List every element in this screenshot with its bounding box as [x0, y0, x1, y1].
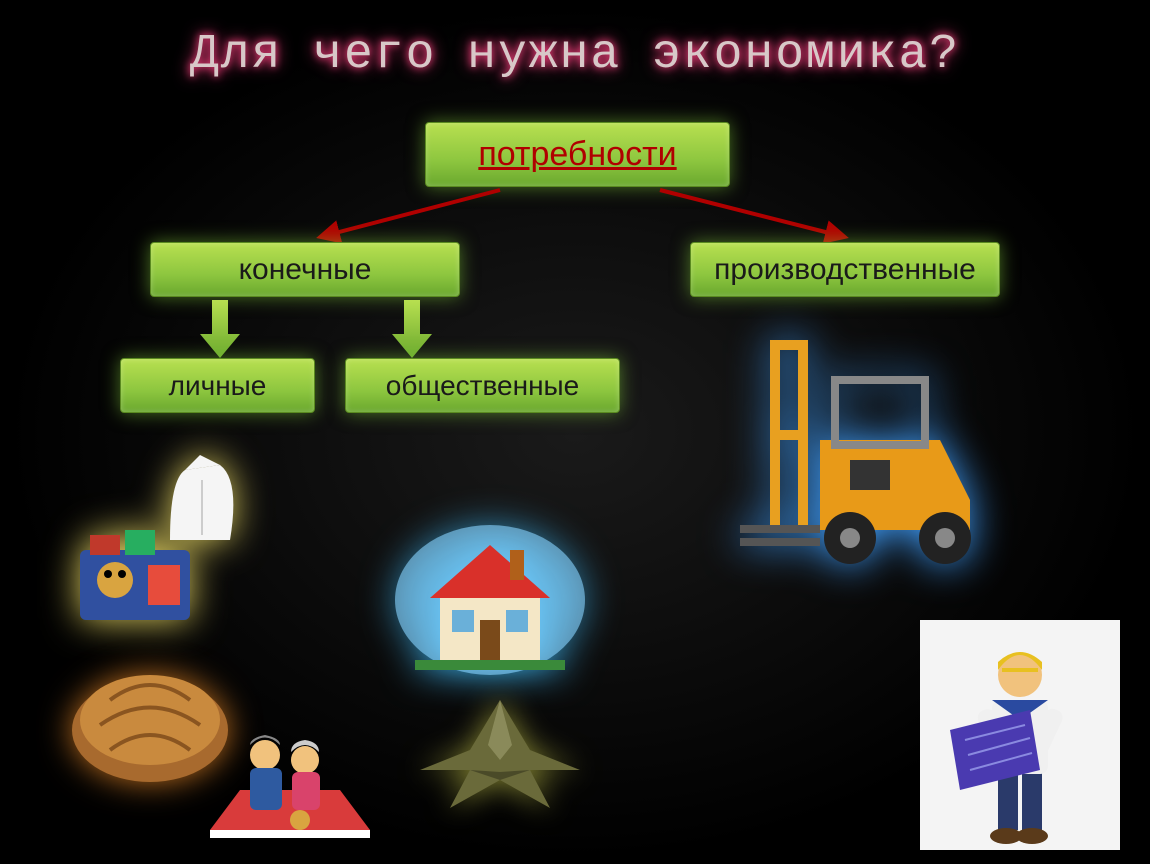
arrow-final-personal — [200, 300, 240, 360]
arrow-root-prod — [640, 185, 870, 245]
node-public: общественные — [345, 358, 620, 413]
arrow-root-final — [300, 185, 530, 245]
node-personal-label: личные — [169, 370, 267, 402]
clipart-engineer-icon — [920, 620, 1120, 850]
clipart-shopping-icon — [70, 440, 280, 630]
node-root-label: потребности — [478, 135, 676, 174]
clipart-house-icon — [390, 510, 590, 680]
arrow-final-public — [392, 300, 432, 360]
node-personal: личные — [120, 358, 315, 413]
node-final: конечные — [150, 242, 460, 297]
node-public-label: общественные — [386, 370, 579, 402]
node-root: потребности — [425, 122, 730, 187]
clipart-couple-icon — [200, 720, 380, 850]
slide-title: Для чего нужна экономика? — [0, 28, 1150, 82]
node-final-label: конечные — [239, 253, 372, 287]
node-prod-label: производственные — [714, 253, 976, 287]
clipart-jet-icon — [400, 690, 600, 820]
clipart-forklift-icon — [740, 320, 1000, 570]
node-prod: производственные — [690, 242, 1000, 297]
